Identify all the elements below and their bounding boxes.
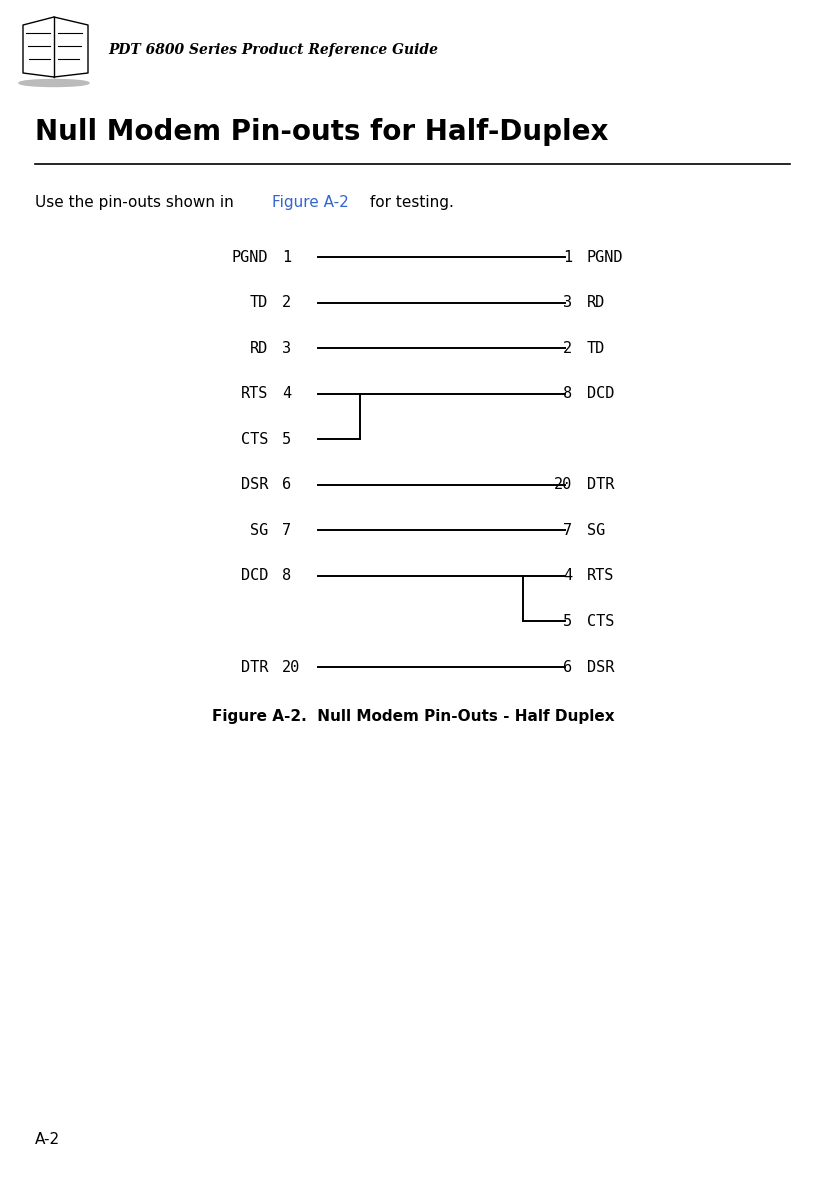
Ellipse shape [19,80,89,86]
Text: TD: TD [587,340,606,355]
Text: CTS: CTS [587,614,615,629]
Text: 2: 2 [563,340,572,355]
Text: Use the pin-outs shown in: Use the pin-outs shown in [35,194,238,210]
Text: 8: 8 [282,568,291,584]
Text: 3: 3 [282,340,291,355]
Text: 5: 5 [563,614,572,629]
Text: 2: 2 [282,295,291,310]
Text: RTS: RTS [587,568,615,584]
Text: RD: RD [587,295,606,310]
Text: DCD: DCD [241,568,268,584]
Text: A-2: A-2 [35,1132,60,1148]
Text: 4: 4 [563,568,572,584]
Text: DSR: DSR [241,478,268,492]
Text: Figure A-2: Figure A-2 [272,194,349,210]
Text: 7: 7 [563,523,572,538]
Text: 5: 5 [282,432,291,447]
Text: SG: SG [587,523,606,538]
Text: PGND: PGND [587,250,624,265]
Text: 6: 6 [563,659,572,674]
Text: 6: 6 [282,478,291,492]
Text: Null Modem Pin-outs for Half-Duplex: Null Modem Pin-outs for Half-Duplex [35,118,608,146]
Text: DTR: DTR [587,478,615,492]
Text: CTS: CTS [241,432,268,447]
Text: DSR: DSR [587,659,615,674]
Text: 7: 7 [282,523,291,538]
Text: Figure A-2.  Null Modem Pin-Outs - Half Duplex: Figure A-2. Null Modem Pin-Outs - Half D… [212,709,615,724]
Text: SG: SG [250,523,268,538]
Text: RTS: RTS [241,386,268,401]
Text: DTR: DTR [241,659,268,674]
Text: 20: 20 [554,478,572,492]
Text: 3: 3 [563,295,572,310]
Text: RD: RD [250,340,268,355]
Text: 1: 1 [563,250,572,265]
Text: 8: 8 [563,386,572,401]
Text: TD: TD [250,295,268,310]
Text: PDT 6800 Series Product Reference Guide: PDT 6800 Series Product Reference Guide [108,42,438,56]
Text: for testing.: for testing. [365,194,454,210]
Text: PGND: PGND [232,250,268,265]
Text: 20: 20 [282,659,300,674]
Text: 1: 1 [282,250,291,265]
Text: 4: 4 [282,386,291,401]
Text: DCD: DCD [587,386,615,401]
